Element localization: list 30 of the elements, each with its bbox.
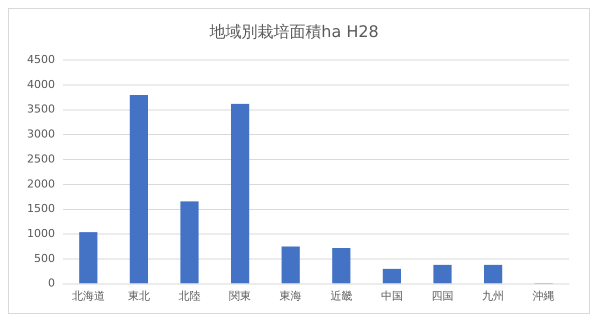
y-tick-label: 1500 — [26, 202, 55, 216]
y-tick-label: 1000 — [26, 226, 55, 240]
bar — [382, 268, 402, 284]
y-tick-label: 0 — [48, 276, 55, 290]
x-tick-label: 四国 — [432, 289, 454, 302]
bar — [282, 246, 300, 284]
bar — [230, 104, 250, 284]
bar — [484, 264, 502, 284]
y-tick-label: 2000 — [26, 177, 55, 190]
x-tick-label: 関東 — [229, 289, 252, 302]
bar — [433, 264, 452, 284]
bar — [180, 201, 199, 284]
chart-title: 地域別栽培面積ha H28 — [208, 22, 379, 41]
y-tick-label: 4500 — [26, 53, 55, 66]
x-tick-label: 中国 — [380, 289, 403, 302]
x-tick-label: 沖縄 — [532, 289, 555, 302]
bar — [332, 248, 350, 284]
y-tick-label: 2500 — [26, 152, 55, 166]
y-tick-label: 3000 — [26, 128, 55, 141]
bar — [130, 94, 148, 284]
x-tick-label: 北陸 — [178, 289, 200, 302]
y-tick-label: 4000 — [26, 78, 55, 91]
x-tick-label: 北海道 — [72, 289, 105, 302]
x-tick-label: 東北 — [128, 289, 150, 302]
x-tick-label: 九州 — [482, 289, 504, 302]
y-tick-label: 3500 — [26, 102, 55, 116]
x-tick-label: 東海 — [280, 289, 302, 302]
y-tick-label: 500 — [34, 252, 55, 265]
x-tick-label: 近畿 — [330, 289, 352, 302]
bar — [79, 232, 98, 284]
